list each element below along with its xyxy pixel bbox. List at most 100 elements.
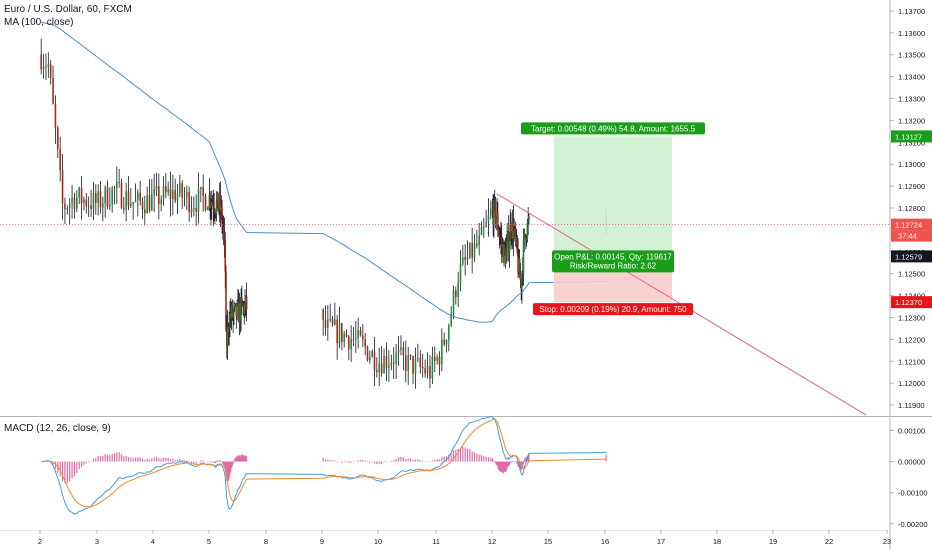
candle-body (417, 357, 419, 359)
candle-body (229, 313, 231, 328)
candle-body (433, 356, 436, 361)
candle-body (222, 226, 225, 233)
candle-body (193, 207, 195, 209)
candle-body (364, 339, 366, 347)
countdown-text: 37:44 (898, 232, 917, 241)
candle-body (54, 103, 57, 128)
candle-body (380, 363, 383, 374)
candle-body (510, 223, 512, 237)
candle-body (324, 319, 327, 329)
candle-body (45, 66, 47, 68)
candle-body (141, 200, 144, 210)
candle-body (127, 191, 130, 206)
y-tick-label: 1.13300 (898, 95, 925, 104)
candle-body (480, 227, 483, 235)
x-tick-label: 16 (601, 537, 609, 546)
y-tick-label: 1.13500 (898, 51, 925, 60)
candle-body (49, 64, 52, 78)
candle-body (111, 188, 113, 205)
y-tick-label: 1.12500 (898, 270, 925, 279)
last-price-tag-bg (891, 218, 932, 231)
candle-body (204, 195, 207, 211)
candle-body (106, 187, 109, 207)
candle-body (431, 356, 434, 379)
candle-body (214, 212, 216, 214)
candle-body (146, 195, 148, 214)
stop-label-text: Stop: 0.00209 (0.19%) 20.9, Amount: 750 (539, 305, 687, 314)
candle-body (455, 290, 457, 298)
candle-body (359, 330, 362, 336)
candle-body (514, 228, 517, 239)
candle-body (113, 188, 116, 190)
candle-body (400, 347, 402, 351)
macd-indicator-label: MACD (12, 26, close, 9) (4, 423, 111, 434)
candle-body (210, 202, 213, 207)
candle-body (524, 233, 526, 236)
candle-body (402, 347, 405, 356)
candle-body (478, 234, 480, 246)
candle-body (165, 185, 167, 193)
candle-body (219, 196, 222, 211)
target-label-text: Target: 0.00548 (0.49%) 54.8, Amount: 16… (531, 124, 696, 133)
x-tick-label: 3 (95, 537, 99, 546)
y-tick-label: 1.11900 (898, 401, 925, 410)
candle-body (395, 352, 397, 364)
x-tick-label: 4 (151, 537, 155, 546)
candle-body (522, 240, 525, 274)
candle-body (225, 271, 227, 331)
x-tick-label: 19 (769, 537, 777, 546)
candle-body (426, 365, 429, 374)
candle-body (174, 189, 176, 201)
target-zone[interactable] (554, 136, 672, 257)
candle-body (207, 207, 209, 211)
candle-body (76, 197, 78, 209)
macd-line (41, 416, 607, 515)
candle-body (388, 365, 390, 368)
candle-body (57, 127, 59, 149)
candle-body (407, 355, 410, 371)
candle-body (232, 312, 234, 318)
candle-body (118, 182, 120, 183)
candle-body (233, 304, 236, 307)
candle-body (500, 237, 503, 246)
candle-body (412, 355, 414, 374)
y-tick-label: 1.12200 (898, 335, 925, 344)
candle-body (404, 355, 407, 371)
candle-body (137, 192, 139, 200)
candle-body (371, 351, 373, 357)
candle-body (338, 323, 341, 344)
candle-body (213, 209, 215, 213)
x-tick-label: 23 (883, 537, 891, 546)
candle-body (71, 197, 73, 204)
candle-body (459, 263, 462, 283)
candle-body (336, 319, 338, 344)
stop-price-tag-text: 1.12370 (895, 298, 922, 307)
ma-indicator-label: MA (100, close) (4, 17, 74, 28)
candle-body (85, 199, 88, 207)
candle-body (218, 209, 220, 212)
candle-body (505, 247, 508, 264)
candle-body (493, 199, 495, 225)
candle-body (134, 199, 137, 203)
candle-body (179, 183, 181, 194)
candle-body (521, 272, 523, 290)
candle-body (383, 355, 385, 374)
candle-body (64, 203, 66, 210)
candle-body (200, 187, 202, 189)
candle-body (322, 309, 324, 320)
candle-body (504, 244, 506, 252)
candle-body (512, 221, 515, 239)
candle-body (448, 325, 450, 341)
candle-body (224, 240, 227, 272)
candle-body (503, 244, 505, 263)
candle-body (523, 233, 526, 241)
candle-body (130, 203, 132, 206)
candle-body (102, 203, 104, 208)
macd-tick-label: 0.00100 (898, 426, 925, 435)
candle-body (99, 191, 102, 208)
candle-body (80, 187, 83, 204)
y-tick-label: 1.12300 (898, 313, 925, 322)
candle-body (452, 290, 455, 314)
y-tick-label: 1.12400 (898, 292, 925, 301)
